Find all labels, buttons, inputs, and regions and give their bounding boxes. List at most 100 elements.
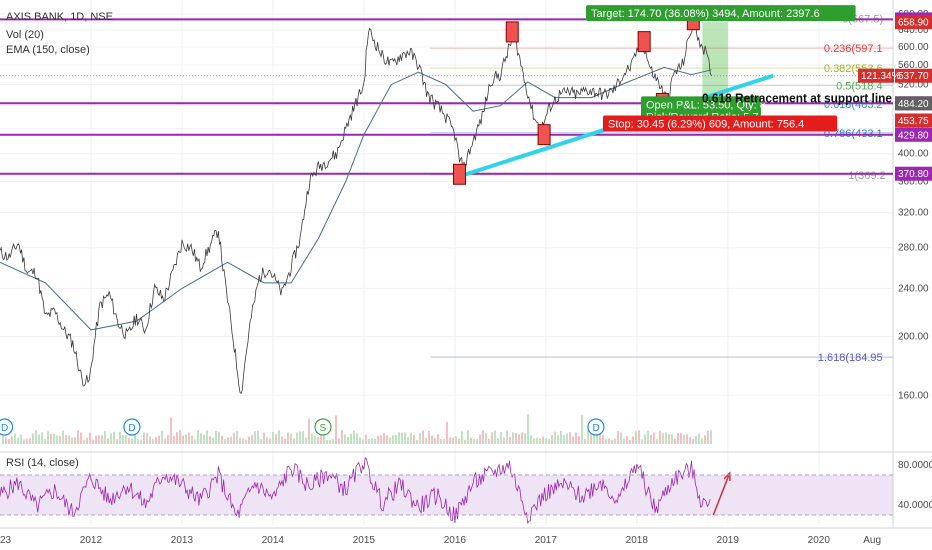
volume-bar [134,433,136,444]
volume-bar [107,438,109,444]
volume-bar [446,421,448,444]
volume-bar [29,438,31,444]
volume-bar [284,438,286,444]
rsi-arrow-shaft [712,472,731,516]
stop-label[interactable]: Stop: 30.45 (6.29%) 609, Amount: 756.4 [603,115,838,132]
rsi-legend: RSI (14, close) [6,457,79,469]
time-axis[interactable]: 23 2012 2013 2014 2015 2016 2017 2018 2019 2020 Au… [0,535,881,546]
volume-bar [614,438,616,444]
volume-bar [650,434,652,444]
volume-bar [347,436,349,444]
volume-bar [491,432,493,444]
volume-bar [458,438,460,444]
volume-bar [257,430,259,444]
volume-bar [299,431,301,444]
volume-bar [335,415,337,444]
volume-bar [482,430,484,444]
volume-bar [137,438,139,444]
volume-bar [236,430,238,444]
volume-bar [269,438,271,444]
price-badge-bg [895,127,932,142]
volume-bar [563,435,565,444]
volume-bar [707,430,709,444]
corporate-action-marker[interactable]: D [0,418,14,436]
volume-bar [239,437,241,444]
fibonacci-levels[interactable]: 0(667.5)0.236(597.10.382(553.60.5(518.40… [430,14,893,364]
volume-bar [365,434,367,444]
pivot-marker[interactable] [505,21,519,43]
volume-bar [44,439,46,444]
volume-bar [68,435,70,444]
position-labels[interactable]: Target: 174.70 (36.08%) 3494, Amount: 23… [586,5,856,132]
marker-letter: D [592,423,599,434]
volume-bar [353,430,355,444]
marker-letter: D [1,423,8,434]
volume-bar [362,439,364,444]
time-tick-label: Aug [863,535,881,546]
percent-badge[interactable]: 121.34% [858,68,901,83]
volume-bar [176,432,178,444]
rsi-arrow[interactable] [712,471,731,516]
pivot-marker[interactable] [537,124,551,146]
volume-bar [503,437,505,444]
volume-bar [425,437,427,444]
price-axis[interactable]: 160.00 200.00 240.00 280.00 320.00 360.00 400.… [858,9,932,401]
volume-bar [488,438,490,444]
volume-bar [665,432,667,444]
volume-bar [14,433,16,444]
volume-bar [38,434,40,444]
volume-bar [341,430,343,444]
volume-bar [101,435,103,444]
volume-bar [83,439,85,444]
pane-divider [0,0,932,529]
price-tick-label: 560.00 [898,60,929,71]
volume-bar [404,432,406,444]
stop-label-bg [603,115,838,132]
volume-bar [593,430,595,444]
volume-bar [557,434,559,444]
volume-bar [227,437,229,444]
price-badge[interactable]: 484.20 [895,96,932,111]
volume-bar [344,434,346,444]
volume-bar [623,438,625,444]
volume-bar [449,437,451,444]
price-badge-bg [895,68,932,83]
corporate-action-marker[interactable]: D [587,418,605,436]
marker-circle [0,418,14,436]
volume-bar [260,439,262,444]
price-badge-bg [895,96,932,111]
volume-bar [329,439,331,444]
volume-bar [203,434,205,444]
price-badge-text: 453.75 [898,116,929,127]
pivot-marker[interactable] [452,163,466,185]
volume-bar [281,436,283,444]
volume-bar [77,430,79,444]
volume-bar [521,432,523,444]
fib-level-label: 1(369.2 [848,170,885,182]
volume-bar [566,433,568,444]
price-badge[interactable]: 537.70 [895,68,932,83]
volume-bar [599,431,601,444]
volume-bar [686,434,688,444]
volume-bar [305,437,307,444]
target-label[interactable]: Target: 174.70 (36.08%) 3494, Amount: 23… [586,5,856,22]
pivot-marker[interactable] [637,31,651,53]
volume-bar [338,438,340,444]
corporate-action-marker[interactable]: S [314,418,332,436]
volume-bar [326,439,328,444]
volume-bar [275,434,277,444]
volume-bar [143,432,145,444]
volume-bar [401,432,403,444]
price-badge[interactable]: 370.80 [895,166,932,181]
price-tick-label: 160.00 [898,390,929,401]
corporate-action-marker[interactable]: D [123,418,141,436]
price-badge-bg [895,15,932,30]
retracement-annotation[interactable]: 0.618 Retracement at support line [702,90,892,105]
price-badge[interactable]: 658.90 [895,15,932,30]
volume-bar [611,439,613,444]
price-badge[interactable]: 429.80 [895,127,932,142]
price-badge[interactable]: 453.75 [895,113,932,128]
volume-bar [218,431,220,444]
